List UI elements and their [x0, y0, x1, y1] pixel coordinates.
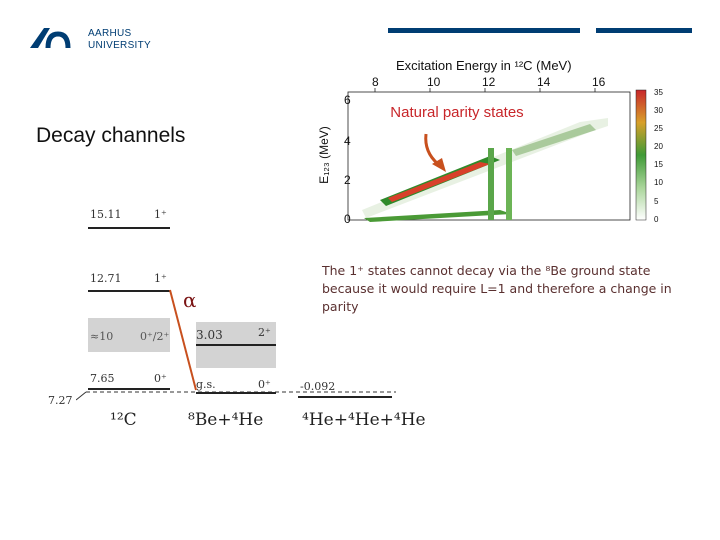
header-bar-right	[596, 28, 692, 33]
level-10-energy: ≈10	[90, 330, 114, 343]
plot-y-tick-2: 2	[344, 173, 351, 187]
colorbar-tick-6: 5	[654, 197, 659, 206]
three-alpha-energy: -0.092	[300, 380, 336, 393]
university-logo-icon	[30, 28, 71, 49]
level-7-65	[88, 388, 170, 390]
level-7-65-energy: 7.65	[90, 372, 115, 385]
colorbar-tick-1: 30	[654, 106, 663, 115]
be8-3-03-spin: 2⁺	[258, 326, 271, 339]
colorbar-tick-5: 10	[654, 178, 663, 187]
plot-y-tick-0: 6	[344, 93, 351, 107]
plot-y-axis-label: E₁₂₃ (MeV)	[317, 126, 331, 184]
level-15-11-spin: 1⁺	[154, 208, 167, 221]
be8-3-03-energy: 3.03	[196, 328, 223, 342]
university-line1: AARHUS	[88, 28, 132, 39]
alpha-decay-line	[169, 289, 197, 391]
plot-y-tick-3: 0	[344, 212, 351, 226]
university-line2: UNIVERSITY	[88, 40, 152, 51]
natural-parity-banner: Natural parity states	[364, 101, 550, 125]
university-name: AARHUS UNIVERSITY	[88, 28, 151, 52]
colorbar-tick-0: 35	[654, 88, 663, 97]
curved-arrow-icon	[424, 133, 446, 172]
slide-title: Decay channels	[36, 124, 186, 147]
header-bar-left	[388, 28, 580, 33]
colorbar-tick-2: 25	[654, 124, 663, 133]
broad-state-band	[88, 318, 170, 352]
be8-gs-spin: 0⁺	[258, 378, 271, 391]
plot-frame	[347, 88, 647, 222]
level-15-11	[88, 227, 170, 229]
level-12-71	[88, 290, 170, 292]
alpha-symbol: α	[183, 288, 197, 312]
level-7-65-spin: 0⁺	[154, 372, 167, 385]
plot-top-tick-1: 10	[427, 75, 441, 89]
plot-top-axis-label: Excitation Energy in ¹²C (MeV)	[396, 58, 572, 73]
colorbar-tick-3: 20	[654, 142, 663, 151]
colorbar-tick-4: 15	[654, 160, 663, 169]
three-alpha-level	[298, 396, 392, 398]
be8-3-03	[196, 344, 276, 346]
level-12-71-spin: 1⁺	[154, 272, 167, 285]
three-he4-label: ⁴He+⁴He+⁴He	[302, 410, 426, 430]
level-10-spin: 0⁺/2⁺	[140, 330, 170, 343]
level-12-71-energy: 12.71	[90, 272, 122, 285]
parity-note: The 1⁺ states cannot decay via the ⁸Be g…	[322, 263, 672, 314]
plot-top-tick-3: 14	[537, 75, 551, 89]
colorbar-tick-7: 0	[654, 215, 659, 224]
be8-gs-energy: g.s.	[196, 378, 216, 391]
plot-top-tick-4: 16	[592, 75, 606, 89]
be8-gs	[196, 392, 276, 394]
threshold-energy: 7.27	[48, 394, 73, 407]
c12-label: ¹²C	[110, 410, 137, 430]
plot-top-tick-0: 8	[372, 75, 379, 89]
be8-he4-label: ⁸Be+⁴He	[188, 410, 264, 430]
plot-y-tick-1: 4	[344, 134, 351, 148]
plot-top-tick-2: 12	[482, 75, 496, 89]
level-15-11-energy: 15.11	[90, 208, 122, 221]
